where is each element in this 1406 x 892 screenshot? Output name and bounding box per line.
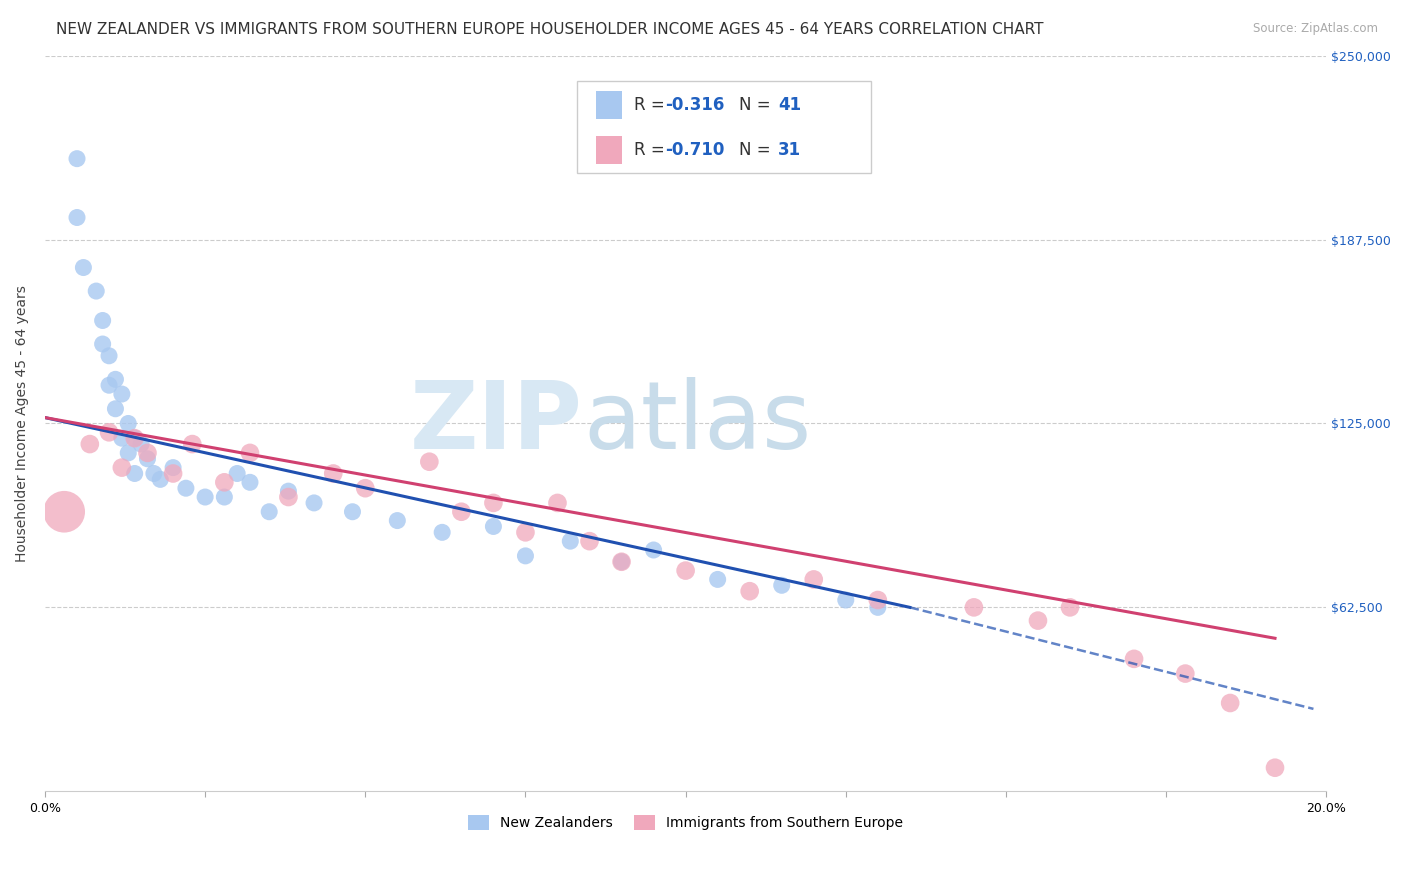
Point — [866, 600, 889, 615]
Point — [124, 431, 146, 445]
FancyBboxPatch shape — [576, 81, 872, 173]
Text: Source: ZipAtlas.com: Source: ZipAtlas.com — [1253, 22, 1378, 36]
Text: N =: N = — [740, 96, 776, 114]
Point — [129, 437, 152, 451]
Point — [354, 481, 377, 495]
Point — [162, 460, 184, 475]
Text: NEW ZEALANDER VS IMMIGRANTS FROM SOUTHERN EUROPE HOUSEHOLDER INCOME AGES 45 - 64: NEW ZEALANDER VS IMMIGRANTS FROM SOUTHER… — [56, 22, 1043, 37]
Point — [1219, 696, 1241, 710]
Point — [675, 564, 697, 578]
Point — [66, 211, 89, 225]
Point — [515, 549, 537, 563]
Point — [226, 467, 249, 481]
Point — [111, 460, 134, 475]
Point — [111, 387, 134, 401]
Point — [1264, 761, 1286, 775]
Point — [322, 467, 344, 481]
Point — [91, 313, 114, 327]
Point — [963, 600, 986, 615]
Point — [136, 446, 159, 460]
Y-axis label: Householder Income Ages 45 - 64 years: Householder Income Ages 45 - 64 years — [15, 285, 30, 562]
Point — [53, 505, 76, 519]
Point — [277, 484, 299, 499]
Point — [98, 349, 121, 363]
Point — [482, 519, 505, 533]
Point — [515, 525, 537, 540]
Point — [770, 578, 793, 592]
Text: -0.710: -0.710 — [665, 141, 724, 159]
Point — [803, 573, 825, 587]
Point — [1123, 652, 1146, 666]
Point — [72, 260, 94, 275]
Point — [162, 467, 184, 481]
Point — [194, 490, 217, 504]
Bar — [596, 91, 621, 119]
Point — [136, 451, 159, 466]
Text: atlas: atlas — [583, 377, 811, 469]
Point — [111, 431, 134, 445]
Point — [560, 534, 582, 549]
Point — [117, 446, 139, 460]
Legend: New Zealanders, Immigrants from Southern Europe: New Zealanders, Immigrants from Southern… — [463, 810, 908, 836]
Point — [430, 525, 453, 540]
Point — [866, 593, 889, 607]
Point — [418, 455, 440, 469]
Point — [610, 555, 633, 569]
Point — [257, 505, 280, 519]
Point — [835, 593, 858, 607]
Point — [482, 496, 505, 510]
Point — [124, 467, 146, 481]
Point — [1059, 600, 1081, 615]
Point — [104, 372, 127, 386]
Point — [91, 337, 114, 351]
Point — [706, 573, 728, 587]
Point — [239, 446, 262, 460]
Point — [214, 490, 236, 504]
Text: ZIP: ZIP — [411, 377, 583, 469]
Point — [547, 496, 569, 510]
Point — [181, 437, 204, 451]
Text: 41: 41 — [778, 96, 801, 114]
Point — [142, 467, 165, 481]
Point — [174, 481, 197, 495]
Point — [643, 543, 665, 558]
Point — [104, 401, 127, 416]
Point — [277, 490, 299, 504]
Point — [66, 152, 89, 166]
Point — [342, 505, 364, 519]
Text: R =: R = — [634, 141, 671, 159]
Point — [149, 472, 172, 486]
Point — [1026, 614, 1049, 628]
Point — [387, 514, 409, 528]
Point — [124, 431, 146, 445]
Text: -0.316: -0.316 — [665, 96, 724, 114]
Point — [578, 534, 600, 549]
Point — [302, 496, 325, 510]
Text: N =: N = — [740, 141, 776, 159]
Point — [117, 417, 139, 431]
Point — [79, 437, 101, 451]
Point — [450, 505, 472, 519]
Point — [214, 475, 236, 490]
Point — [98, 378, 121, 392]
Point — [98, 425, 121, 440]
Bar — [596, 136, 621, 164]
Point — [239, 475, 262, 490]
Point — [84, 284, 107, 298]
Point — [1174, 666, 1197, 681]
Point — [610, 555, 633, 569]
Text: 31: 31 — [778, 141, 801, 159]
Text: R =: R = — [634, 96, 671, 114]
Point — [738, 584, 761, 599]
